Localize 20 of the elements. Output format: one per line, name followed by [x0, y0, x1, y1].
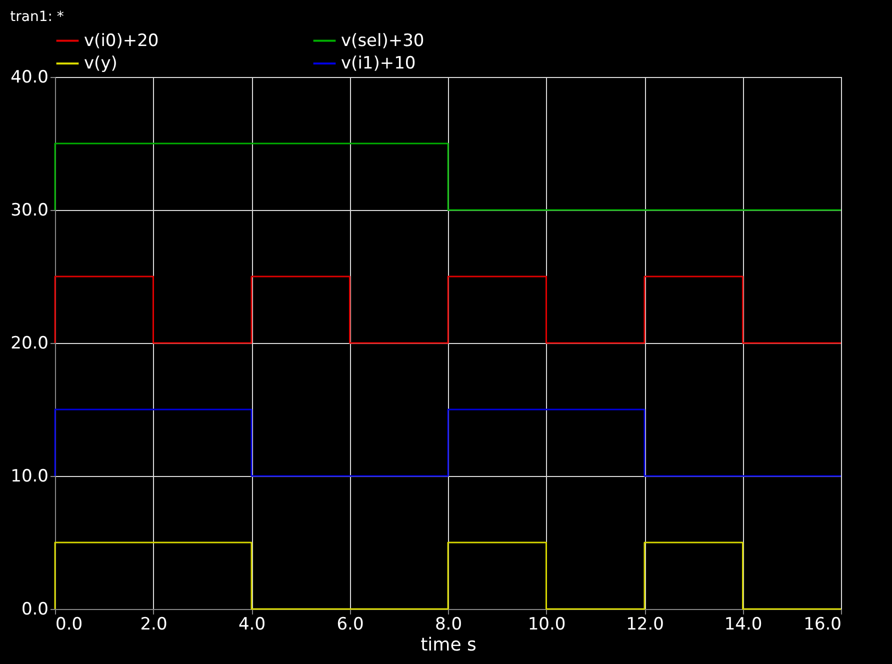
legend-label: v(i0)+20 [84, 30, 159, 51]
y-tick-label: 20.0 [10, 334, 48, 354]
x-tick-label: 16.0 [804, 614, 842, 634]
y-tick-label: 40.0 [10, 68, 48, 88]
x-tick-label: 8.0 [434, 614, 462, 634]
legend-label: v(y) [84, 54, 118, 74]
y-tick-label: 0.0 [21, 600, 48, 620]
y-tick-label: 30.0 [10, 200, 48, 220]
x-tick-label: 6.0 [336, 614, 364, 634]
chart-title: tran1: * [10, 9, 64, 25]
y-tick-label: 10.0 [10, 466, 48, 486]
x-tick-label: 14.0 [724, 614, 762, 634]
x-tick-label: 2.0 [140, 614, 168, 634]
legend-label: v(sel)+30 [341, 30, 424, 51]
x-axis-title: time s [420, 634, 476, 656]
x-tick-label: 0.0 [56, 614, 83, 634]
x-tick-label: 10.0 [528, 614, 566, 634]
x-tick-label: 4.0 [238, 614, 266, 634]
x-tick-label: 12.0 [626, 614, 664, 634]
legend-label: v(i1)+10 [341, 54, 416, 74]
